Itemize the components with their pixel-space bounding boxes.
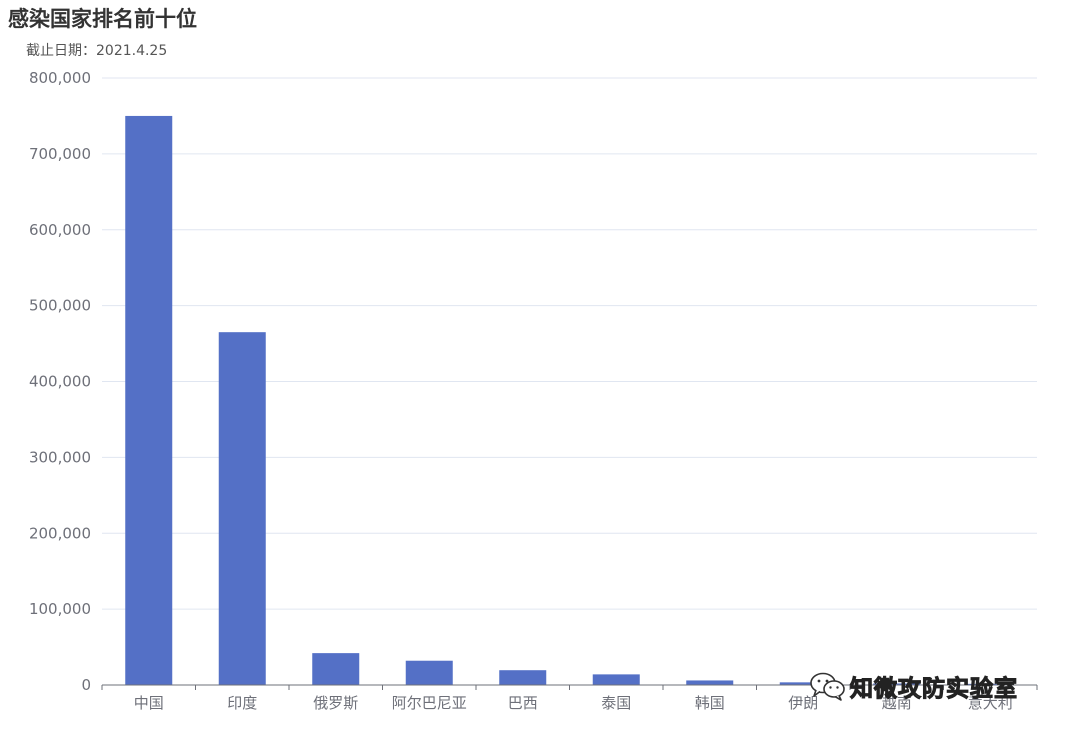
chart-subtitle: 截止日期：2021.4.25 xyxy=(26,43,168,59)
x-tick-label: 巴西 xyxy=(508,694,538,712)
chart-title: 感染国家排名前十位 xyxy=(8,7,197,31)
grid-lines xyxy=(102,77,1037,610)
x-axis-tick-labels: 中国 印度 俄罗斯 阿尔巴尼亚 巴西 泰国 韩国 伊朗 越南 意大利 xyxy=(134,694,1013,712)
x-tick-label: 阿尔巴尼亚 xyxy=(392,694,467,712)
x-tick-label: 中国 xyxy=(134,694,164,712)
bar-1 xyxy=(125,115,173,685)
y-tick-label: 200,000 xyxy=(29,524,91,542)
bar-6 xyxy=(592,674,640,685)
x-tick-label: 印度 xyxy=(227,694,257,712)
bar-4 xyxy=(405,660,453,685)
y-tick-label: 100,000 xyxy=(29,600,91,618)
y-tick-label: 300,000 xyxy=(29,448,91,466)
x-tick-label: 韩国 xyxy=(695,694,725,712)
watermark-text: 知微攻防实验室 xyxy=(850,676,1018,703)
bar-3 xyxy=(312,653,360,685)
wechat-icon xyxy=(810,672,845,701)
x-axis xyxy=(101,684,1038,690)
y-tick-label: 0 xyxy=(81,676,91,694)
y-tick-label: 600,000 xyxy=(29,221,91,239)
x-tick-label: 越南 xyxy=(882,694,912,712)
x-tick-label: 意大利 xyxy=(968,694,1013,712)
bar-8 xyxy=(779,682,827,685)
bar-9 xyxy=(873,683,921,685)
y-tick-label: 800,000 xyxy=(29,69,91,87)
x-tick-label: 泰国 xyxy=(601,694,631,712)
y-tick-label: 400,000 xyxy=(29,373,91,391)
bars xyxy=(125,115,1014,685)
y-tick-label: 500,000 xyxy=(29,297,91,315)
bar-2 xyxy=(218,332,266,685)
bar-5 xyxy=(499,670,547,685)
bar-7 xyxy=(686,680,734,685)
y-tick-label: 700,000 xyxy=(29,145,91,163)
watermark: 知微攻防实验室 xyxy=(808,668,1018,704)
y-axis-tick-labels: 0 100,000 200,000 300,000 400,000 500,000 600,… xyxy=(29,69,91,694)
x-tick-label: 俄罗斯 xyxy=(313,694,358,712)
x-tick-label: 伊朗 xyxy=(788,694,818,712)
bar-10 xyxy=(966,683,1014,685)
